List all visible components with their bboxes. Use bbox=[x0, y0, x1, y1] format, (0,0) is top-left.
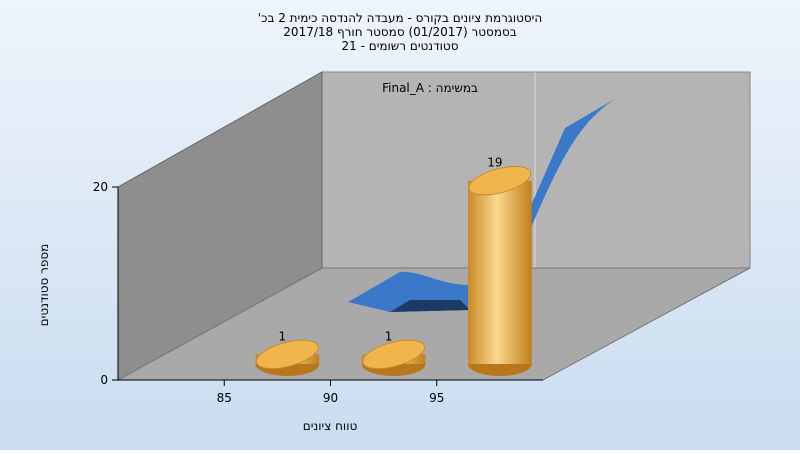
title-line: סטודנטים רשומים - 21 bbox=[341, 39, 458, 53]
data-label: 19 bbox=[487, 156, 502, 170]
y-tick-label: 20 bbox=[93, 180, 108, 194]
back-wall bbox=[321, 71, 751, 269]
bar-top bbox=[255, 339, 319, 370]
data-label: 1 bbox=[385, 329, 393, 343]
y-tick-label: 0 bbox=[100, 373, 108, 387]
distribution-curve bbox=[348, 97, 618, 312]
bar bbox=[468, 180, 532, 364]
curve-shadow bbox=[390, 300, 470, 312]
bar-top bbox=[362, 339, 426, 370]
series-label: במשימה : Final_A bbox=[382, 81, 478, 95]
title-line: בסמסטר (01/2017) סמסטר חורף 2017/18 bbox=[283, 25, 516, 39]
x-tick-label: 85 bbox=[217, 391, 232, 405]
bar-top bbox=[468, 165, 532, 196]
x-tick-label: 90 bbox=[323, 391, 338, 405]
data-label: 1 bbox=[279, 329, 287, 343]
title-line: היסטוגרמת ציונים בקורס - מעבדה להנדסה כי… bbox=[258, 11, 542, 25]
x-tick-label: 95 bbox=[429, 391, 444, 405]
y-axis-label: מספר סטודנטים bbox=[37, 244, 51, 327]
x-axis-label: טווח ציונים bbox=[303, 419, 358, 433]
title: היסטוגרמת ציונים בקורס - מעבדה להנדסה כי… bbox=[258, 11, 542, 53]
